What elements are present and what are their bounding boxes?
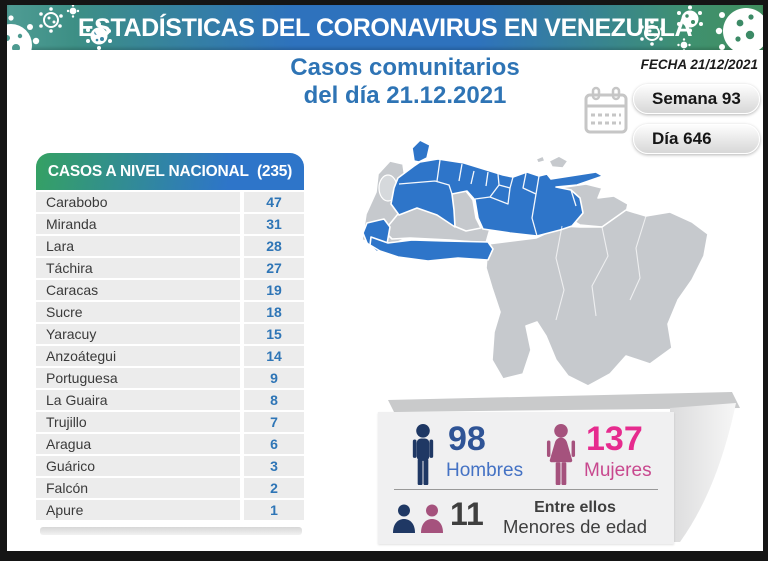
table-body: Carabobo 47 Miranda 31 Lara 28 Táchira 27 Ca… xyxy=(36,192,304,520)
state-value: 14 xyxy=(244,346,304,366)
state-value: 28 xyxy=(244,236,304,256)
state-name: Táchira xyxy=(36,258,240,278)
minors-label-line1: Entre ellos xyxy=(534,499,616,516)
gender-stats-panel: 98 Hombres 137 Mujeres 11 xyxy=(378,412,674,544)
state-value: 47 xyxy=(244,192,304,212)
frame-border xyxy=(0,551,768,561)
calendar-icon xyxy=(584,86,628,134)
minors-icons xyxy=(393,504,443,533)
table-row: Miranda 31 xyxy=(36,214,304,234)
table-row: Carabobo 47 xyxy=(36,192,304,212)
men-label: Hombres xyxy=(446,460,524,481)
state-value: 9 xyxy=(244,368,304,388)
state-name: Anzoátegui xyxy=(36,346,240,366)
table-row: Yaracuy 15 xyxy=(36,324,304,344)
minors-label-line2: Menores de edad xyxy=(503,516,647,537)
week-badge: Semana 93 xyxy=(633,84,760,114)
table-row: Sucre 18 xyxy=(36,302,304,322)
page-title: ESTADÍSTICAS DEL CORONAVIRUS EN VENEZUEL… xyxy=(77,14,693,42)
state-name: Carabobo xyxy=(36,192,240,212)
table-row: Lara 28 xyxy=(36,236,304,256)
subtitle-line1: Casos comunitarios xyxy=(290,54,520,81)
state-name: Apure xyxy=(36,500,240,520)
women-count: 137 xyxy=(586,420,643,458)
table-row: Falcón 2 xyxy=(36,478,304,498)
table-row: Caracas 19 xyxy=(36,280,304,300)
table-row: Trujillo 7 xyxy=(36,412,304,432)
state-name: Aragua xyxy=(36,434,240,454)
state-value: 15 xyxy=(244,324,304,344)
state-name: Portuguesa xyxy=(36,368,240,388)
men-count: 98 xyxy=(448,420,486,458)
state-name: La Guaira xyxy=(36,390,240,410)
frame-border xyxy=(0,0,768,5)
date-label: FECHA 21/12/2021 xyxy=(640,57,758,72)
frame-border xyxy=(763,0,768,561)
table-row: Guárico 3 xyxy=(36,456,304,476)
state-name: Miranda xyxy=(36,214,240,234)
man-icon xyxy=(412,424,434,486)
state-value: 1 xyxy=(244,500,304,520)
state-value: 27 xyxy=(244,258,304,278)
panel-divider xyxy=(394,489,658,490)
woman-icon xyxy=(546,424,576,486)
table-row: Portuguesa 9 xyxy=(36,368,304,388)
state-value: 19 xyxy=(244,280,304,300)
table-header: CASOS A NIVEL NACIONAL (235) xyxy=(36,153,304,190)
state-name: Guárico xyxy=(36,456,240,476)
state-value: 3 xyxy=(244,456,304,476)
virus-icon xyxy=(640,5,763,50)
subtitle: Casos comunitarios del día 21.12.2021 xyxy=(250,54,560,110)
female-bust-icon xyxy=(421,504,443,533)
state-name: Trujillo xyxy=(36,412,240,432)
male-bust-icon xyxy=(393,504,415,533)
table-row: Táchira 27 xyxy=(36,258,304,278)
state-value: 6 xyxy=(244,434,304,454)
state-value: 7 xyxy=(244,412,304,432)
minors-label: Entre ellos Menores de edad xyxy=(490,499,660,537)
state-value: 18 xyxy=(244,302,304,322)
state-value: 2 xyxy=(244,478,304,498)
state-name: Caracas xyxy=(36,280,240,300)
subtitle-line2: del día 21.12.2021 xyxy=(303,82,507,109)
virus-icon xyxy=(7,5,112,50)
day-badge: Día 646 xyxy=(633,124,760,154)
venezuela-map xyxy=(361,139,709,387)
state-name: Yaracuy xyxy=(36,324,240,344)
state-value: 8 xyxy=(244,390,304,410)
women-label: Mujeres xyxy=(584,460,652,481)
state-name: Lara xyxy=(36,236,240,256)
table-row: La Guaira 8 xyxy=(36,390,304,410)
minors-count: 11 xyxy=(450,496,484,532)
table-total: (235) xyxy=(256,163,293,180)
state-value: 31 xyxy=(244,214,304,234)
state-name: Falcón xyxy=(36,478,240,498)
table-row: Anzoátegui 14 xyxy=(36,346,304,366)
table-shadow xyxy=(40,527,302,535)
state-name: Sucre xyxy=(36,302,240,322)
frame-border xyxy=(0,0,7,561)
shadow-floor xyxy=(388,392,740,542)
table-title: CASOS A NIVEL NACIONAL xyxy=(47,163,249,180)
header-bar: ESTADÍSTICAS DEL CORONAVIRUS EN VENEZUEL… xyxy=(7,5,763,50)
table-row: Apure 1 xyxy=(36,500,304,520)
cases-table: CASOS A NIVEL NACIONAL (235) Carabobo 47 … xyxy=(36,153,304,522)
table-row: Aragua 6 xyxy=(36,434,304,454)
